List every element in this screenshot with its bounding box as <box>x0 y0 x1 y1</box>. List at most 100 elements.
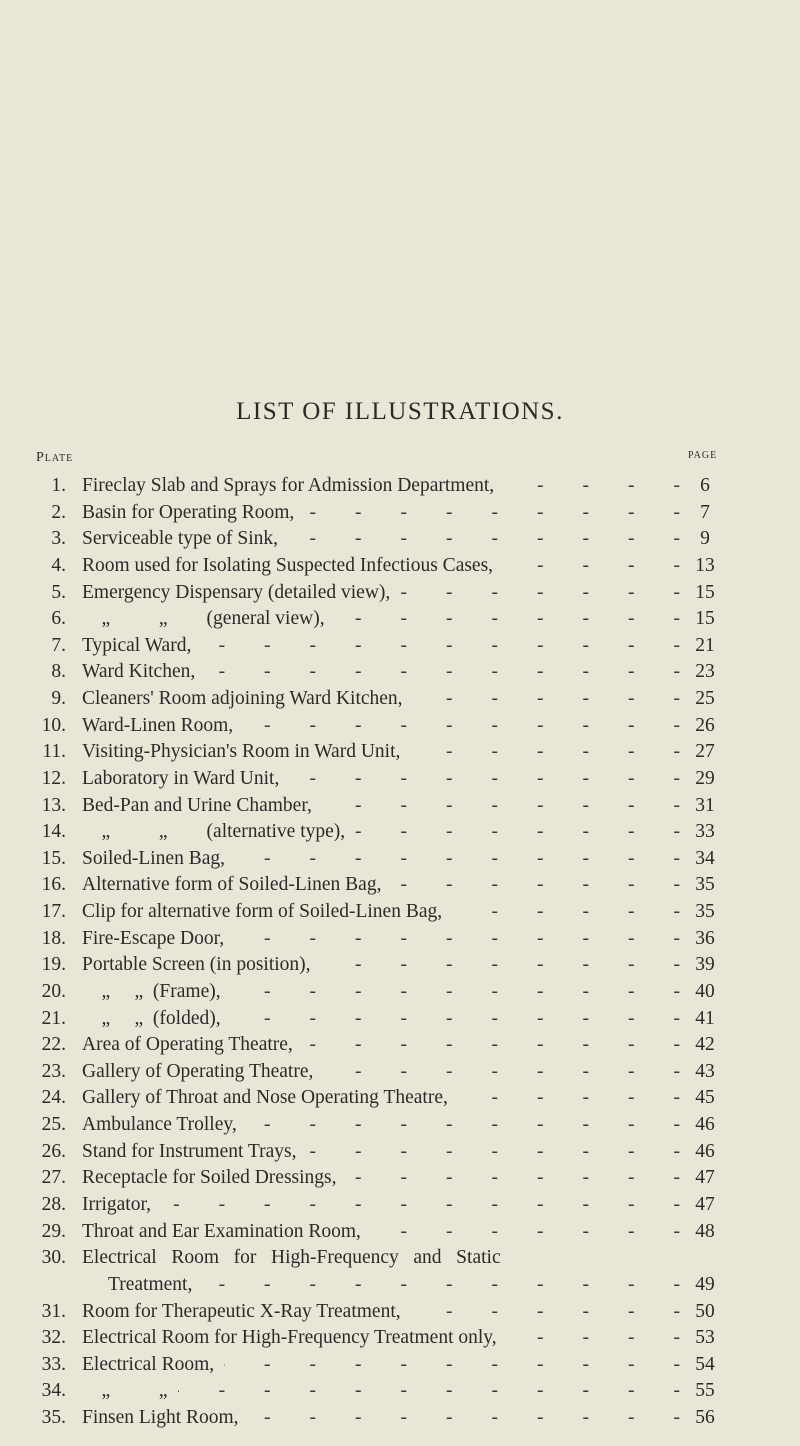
list-item: 7. Typical Ward, - - - - - - - - - - - - -… <box>0 633 800 659</box>
entry-title-wrap: Ward Kitchen, - - - - - - - - - - - - - <box>82 659 680 685</box>
dot-leader: - - - - - - - - - - - - - <box>537 554 680 576</box>
page-number: 13 <box>695 554 715 576</box>
entry-title: „ „ <box>82 1380 168 1402</box>
dot-leader: - - - - - - - - - - - - - <box>309 501 680 523</box>
entry-title: Portable Screen (in position), <box>82 954 311 976</box>
page-number: 43 <box>695 1060 715 1082</box>
page-number: 54 <box>695 1353 715 1375</box>
entry-title: Alternative form of Soiled-Linen Bag, <box>82 874 382 896</box>
page-number: 53 <box>695 1327 715 1349</box>
plate-number: 6. <box>51 608 66 630</box>
entry-title-wrap: Portable Screen (in position), - - - - - … <box>82 952 680 978</box>
page-number: 49 <box>695 1273 715 1295</box>
page-number: 35 <box>695 874 715 896</box>
list-item: 3. Serviceable type of Sink, - - - - - - -… <box>0 526 800 552</box>
entry-title-wrap: Room used for Isolating Suspected Infect… <box>82 553 680 579</box>
page-number: 42 <box>695 1034 715 1056</box>
dot-leader: - - - - - - - - - - - - - <box>446 1300 680 1322</box>
entry-title: Finsen Light Room, <box>82 1407 239 1429</box>
entry-title-wrap: Emergency Dispensary (detailed view), - -… <box>82 580 680 606</box>
list-item: 5. Emergency Dispensary (detailed view), -… <box>0 580 800 606</box>
dot-leader: - - - - - - - - - - - - - <box>491 1087 680 1109</box>
entry-title-wrap: Fireclay Slab and Sprays for Admission D… <box>82 473 680 499</box>
entry-title: Fireclay Slab and Sprays for Admission D… <box>82 475 495 496</box>
page-number: 23 <box>695 661 715 683</box>
entry-title: Electrical Room for High-Frequency Treat… <box>82 1327 497 1349</box>
entry-title: Ward-Linen Room, <box>82 714 234 736</box>
list-item: 31. Room for Therapeutic X-Ray Treatment,… <box>0 1299 800 1325</box>
list-item: 22. Area of Operating Theatre, - - - - - -… <box>0 1032 800 1058</box>
plate-number: 11. <box>42 741 66 763</box>
entry-title-wrap: Serviceable type of Sink, - - - - - - - -… <box>82 526 680 552</box>
plate-number: 23. <box>41 1060 66 1082</box>
entry-title-wrap: „ „ (folded), - - - - - - - - - - - - - <box>82 1006 681 1032</box>
entry-title-wrap: Basin for Operating Room, - - - - - - - -… <box>82 500 680 526</box>
entry-title: „ „ (Frame), <box>82 980 221 1002</box>
entry-title: Area of Operating Theatre, <box>82 1034 293 1056</box>
plate-number: 20. <box>41 980 66 1002</box>
list-item: Treatment, - - - - - - - - - - - - - 49 <box>0 1272 800 1298</box>
plate-number: 17. <box>41 901 66 923</box>
page-title: LIST OF ILLUSTRATIONS. <box>236 398 564 425</box>
entry-title-wrap: „ „ (alternative type), - - - - - - - - -… <box>82 819 681 845</box>
page-number: 46 <box>695 1140 715 1162</box>
plate-number: 14. <box>41 821 66 843</box>
entry-title: Receptacle for Soiled Dressings, <box>82 1167 337 1189</box>
list-item: 12. Laboratory in Ward Unit, - - - - - - -… <box>0 766 800 792</box>
page-number: 26 <box>695 714 715 736</box>
entry-title: Electrical Room, <box>82 1353 215 1375</box>
page-number: 21 <box>695 634 715 656</box>
list-item: 10. Ward-Linen Room, - - - - - - - - - - -… <box>0 713 800 739</box>
list-item: 18. Fire-Escape Door, - - - - - - - - - - … <box>0 926 800 952</box>
dot-leader: - - - - - - - - - - - - - <box>537 475 680 496</box>
page-number: 55 <box>695 1380 715 1402</box>
entry-title: Gallery of Throat and Nose Operating The… <box>82 1087 448 1109</box>
list-item: 26. Stand for Instrument Trays, - - - - - … <box>0 1139 800 1165</box>
page-number: 9 <box>700 528 710 550</box>
list-item: 9. Cleaners' Room adjoining Ward Kitchen,… <box>0 686 800 712</box>
entry-title-wrap: Receptacle for Soiled Dressings, - - - - … <box>82 1165 680 1191</box>
dot-leader: - - - - - - - - - - - - - <box>400 1220 680 1242</box>
plate-column-header: Plate <box>36 450 74 465</box>
plate-number: 30. <box>41 1247 66 1269</box>
list-item: 24. Gallery of Throat and Nose Operating … <box>0 1085 800 1111</box>
page-number: 6 <box>700 475 710 496</box>
entry-title-wrap: „ „ (general view), - - - - - - - - - - -… <box>82 606 681 632</box>
plate-number: 29. <box>41 1220 66 1242</box>
plate-number: 16. <box>41 874 66 896</box>
entry-title: Ambulance Trolley, <box>82 1114 237 1136</box>
plate-number: 3. <box>51 528 66 550</box>
entry-title-wrap: Electrical Room for High-Frequency and S… <box>82 1245 680 1271</box>
dot-leader: - - - - - - - - - - - - - <box>400 874 680 896</box>
dot-leader: - - - - - - - - - - - - - <box>218 1273 680 1295</box>
plate-number: 7. <box>51 634 66 656</box>
plate-number: 9. <box>51 688 66 710</box>
list-item: 1. Fireclay Slab and Sprays for Admission… <box>0 473 800 499</box>
dot-leader: - - - - - - - - - - - - - <box>264 847 680 869</box>
plate-number: 18. <box>41 927 66 949</box>
page-number: 15 <box>695 581 715 603</box>
list-item: 29. Throat and Ear Examination Room, - - -… <box>0 1219 800 1245</box>
plate-number: 25. <box>41 1114 66 1136</box>
page-number: 33 <box>695 821 715 843</box>
list-item: 28. Irrigator, - - - - - - - - - - - - - 47 <box>0 1192 800 1218</box>
plate-number: 35. <box>41 1407 66 1429</box>
entry-title: Stand for Instrument Trays, <box>82 1140 297 1162</box>
entry-title: Soiled-Linen Bag, <box>82 847 225 869</box>
list-item: 21. „ „ (folded), - - - - - - - - - - - -… <box>0 1006 800 1032</box>
plate-number: 12. <box>41 767 66 789</box>
entry-title: Serviceable type of Sink, <box>82 528 279 550</box>
list-item: 35. Finsen Light Room, - - - - - - - - - -… <box>0 1405 800 1431</box>
plate-number: 27. <box>41 1167 66 1189</box>
list-item: 4. Room used for Isolating Suspected Infe… <box>0 553 800 579</box>
plate-number: 24. <box>41 1087 66 1109</box>
plate-number: 26. <box>41 1140 66 1162</box>
dot-leader: - - - - - - - - - - - - - <box>355 794 680 816</box>
entry-title: Visiting-Physician's Room in Ward Unit, <box>82 741 401 763</box>
dot-leader: - - - - - - - - - - - - - <box>355 1060 680 1082</box>
list-item: 19. Portable Screen (in position), - - - -… <box>0 952 800 978</box>
entry-title: „ „ (alternative type), <box>82 821 346 843</box>
list-item: 33. Electrical Room, - - - - - - - - - - -… <box>0 1352 800 1378</box>
entry-title: Ward Kitchen, <box>82 661 196 683</box>
dot-leader: - - - - - - - - - - - - - <box>309 1034 680 1056</box>
